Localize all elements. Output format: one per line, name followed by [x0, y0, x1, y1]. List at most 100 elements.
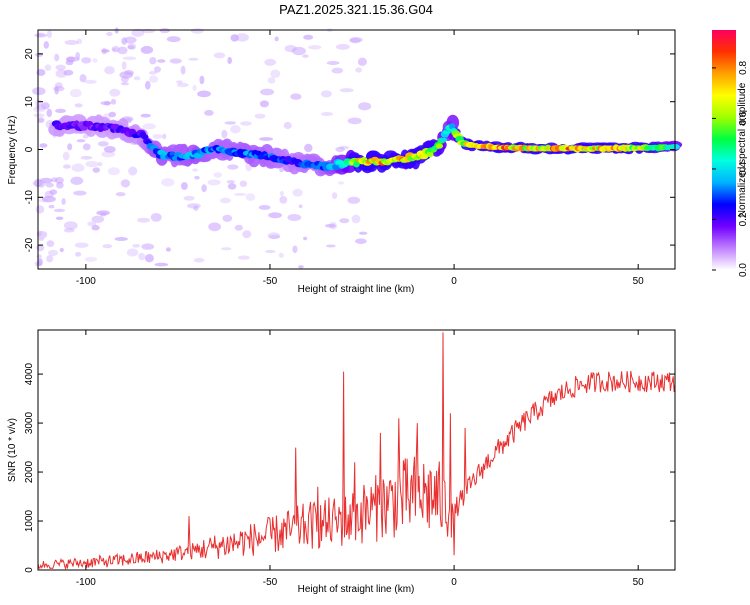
noise-blob: [73, 190, 87, 196]
noise-blob: [33, 106, 46, 113]
noise-blob: [101, 151, 116, 158]
noise-blob: [44, 64, 52, 71]
noise-blob: [101, 49, 110, 53]
noise-blob: [107, 167, 120, 176]
ridge-core: [435, 143, 444, 149]
noise-blob: [35, 205, 45, 214]
colorbar-tick-label: 0.2: [738, 212, 749, 226]
noise-blob: [213, 52, 226, 59]
noise-blob: [283, 121, 292, 130]
noise-blob: [63, 69, 74, 76]
noise-blob: [42, 195, 56, 203]
noise-blob: [91, 215, 105, 223]
noise-blob: [75, 251, 82, 257]
noise-blob: [335, 146, 345, 152]
noise-blob: [92, 58, 98, 63]
noise-blob: [121, 75, 129, 83]
noise-blob: [92, 167, 101, 173]
noise-blob: [222, 214, 233, 222]
noise-blob: [74, 242, 89, 248]
noise-blob: [74, 103, 83, 108]
noise-blob: [298, 265, 304, 269]
noise-blob: [224, 121, 237, 125]
noise-blob: [61, 198, 66, 205]
noise-blob: [259, 137, 274, 141]
noise-blob: [48, 204, 55, 209]
noise-blob: [355, 67, 362, 73]
noise-blob: [150, 213, 162, 222]
ridge-core: [438, 137, 448, 142]
noise-blob: [120, 82, 129, 86]
noise-blob: [36, 69, 46, 76]
snr-x-label: Height of straight line (km): [298, 584, 415, 595]
noise-blob: [268, 234, 281, 239]
noise-blob: [304, 143, 313, 153]
noise-blob: [84, 256, 98, 262]
colorbar-label: Normalized spectral amplitude: [737, 82, 748, 217]
noise-blob: [320, 90, 332, 98]
noise-blob: [291, 46, 306, 56]
noise-blob: [55, 64, 66, 71]
noise-blob: [326, 61, 340, 65]
noise-blob: [176, 80, 183, 84]
noise-blob: [33, 113, 45, 118]
noise-blob: [149, 75, 159, 83]
noise-blob: [97, 141, 109, 147]
noise-blob: [347, 196, 361, 204]
noise-blob: [183, 195, 195, 201]
noise-blob: [37, 117, 45, 123]
snr-plot-area: [38, 330, 675, 570]
noise-blob: [197, 90, 211, 98]
spectrogram-y-tick-label: 10: [24, 96, 35, 108]
noise-blob: [114, 237, 128, 241]
noise-blob: [149, 71, 157, 75]
noise-blob: [166, 36, 181, 43]
noise-blob: [127, 45, 135, 50]
noise-blob: [69, 88, 82, 98]
noise-blob: [181, 182, 188, 190]
noise-blob: [292, 245, 298, 254]
noise-blob: [338, 181, 345, 185]
noise-blob: [133, 76, 141, 81]
snr-x-tick-label: 0: [451, 577, 457, 588]
noise-blob: [120, 179, 131, 188]
noise-blob: [75, 52, 81, 60]
spectrogram-x-tick-label: -100: [76, 276, 96, 287]
noise-blob: [137, 217, 151, 223]
noise-blob: [233, 192, 247, 196]
noise-blob: [124, 69, 134, 76]
noise-blob: [67, 143, 73, 151]
noise-blob: [239, 180, 248, 187]
noise-blob: [79, 74, 87, 83]
noise-blob: [142, 123, 156, 130]
spectrogram-marks: [32, 27, 683, 269]
snr-y-label: SNR (10 * v/v): [7, 418, 18, 482]
noise-blob: [46, 255, 54, 263]
noise-blob: [46, 240, 55, 248]
noise-blob: [331, 67, 344, 74]
noise-blob: [245, 193, 256, 201]
noise-blob: [109, 88, 121, 97]
noise-blob: [159, 28, 170, 34]
snr-series-line: [37, 332, 676, 571]
noise-blob: [132, 244, 141, 248]
noise-blob: [131, 28, 145, 37]
noise-blob: [349, 37, 363, 43]
noise-blob: [97, 162, 103, 167]
noise-blob: [111, 46, 120, 53]
noise-blob: [104, 66, 115, 75]
ridge-core: [420, 152, 429, 160]
noise-blob: [324, 223, 336, 228]
noise-blob: [85, 161, 99, 168]
noise-blob: [138, 252, 146, 261]
snr-y-tick-label: 2000: [24, 460, 35, 483]
spectrogram-x-tick-label: 50: [633, 276, 645, 287]
noise-blob: [76, 38, 83, 45]
noise-blob: [145, 80, 151, 90]
noise-blob: [70, 176, 84, 185]
noise-blob: [157, 59, 166, 63]
noise-blob: [226, 180, 235, 184]
snr-y-tick-label: 3000: [24, 412, 35, 435]
noise-blob: [298, 204, 303, 208]
